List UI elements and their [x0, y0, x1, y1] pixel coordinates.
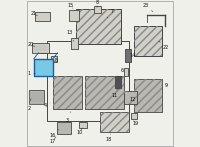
Bar: [124, 91, 137, 104]
Bar: [76, 9, 121, 44]
Text: 14: 14: [129, 53, 135, 59]
Bar: [125, 49, 131, 62]
Bar: [85, 76, 124, 109]
Text: 10: 10: [76, 128, 83, 135]
Text: 21: 21: [31, 11, 38, 16]
Bar: [53, 76, 82, 109]
Text: 20: 20: [28, 42, 35, 47]
Text: 16: 16: [50, 129, 59, 138]
Text: 12: 12: [129, 97, 135, 102]
Bar: [32, 43, 49, 53]
Bar: [53, 76, 82, 109]
Bar: [71, 38, 78, 49]
Text: 5: 5: [54, 58, 57, 63]
Text: 3: 3: [66, 112, 71, 123]
Bar: [47, 41, 129, 121]
Bar: [134, 26, 162, 56]
Bar: [115, 76, 121, 88]
Bar: [34, 59, 53, 76]
Bar: [134, 79, 162, 112]
Text: 19: 19: [132, 121, 138, 126]
Bar: [134, 79, 162, 112]
Bar: [35, 12, 50, 21]
Text: 23: 23: [142, 3, 153, 12]
Text: 15: 15: [67, 3, 74, 8]
Bar: [94, 6, 101, 13]
Text: 17: 17: [50, 137, 56, 144]
Bar: [69, 10, 79, 21]
Text: 4: 4: [44, 103, 50, 108]
Bar: [29, 90, 44, 104]
Text: 11: 11: [112, 88, 118, 98]
Bar: [51, 56, 57, 62]
Text: 13: 13: [66, 30, 74, 41]
Bar: [100, 112, 129, 132]
Bar: [131, 113, 137, 119]
Bar: [57, 122, 71, 134]
Bar: [79, 122, 87, 128]
Bar: [124, 91, 137, 104]
Text: 8: 8: [95, 0, 99, 7]
Bar: [100, 112, 129, 132]
Text: 1: 1: [28, 71, 35, 76]
Bar: [124, 68, 128, 76]
Bar: [76, 9, 121, 44]
Text: 7: 7: [107, 9, 113, 18]
Bar: [85, 76, 124, 109]
Text: 2: 2: [28, 98, 31, 111]
Text: 22: 22: [159, 41, 169, 50]
Text: 6: 6: [118, 68, 124, 76]
Bar: [134, 26, 162, 56]
Text: 9: 9: [162, 83, 168, 88]
Text: 18: 18: [106, 134, 112, 142]
